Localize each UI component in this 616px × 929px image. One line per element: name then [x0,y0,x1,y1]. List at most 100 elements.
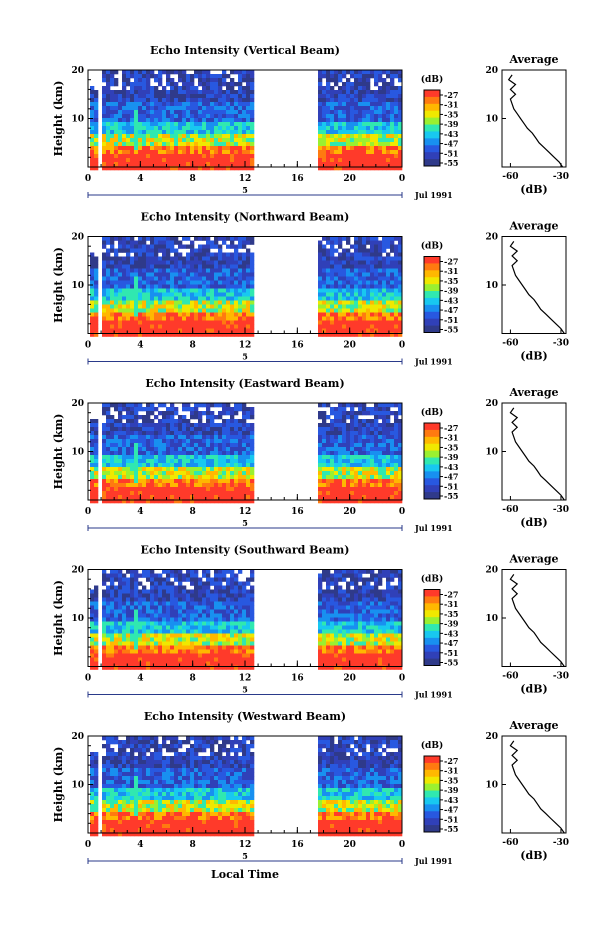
heatmap-cell [146,328,151,333]
heatmap-cell [194,577,199,582]
heatmap-cell [394,106,399,111]
heatmap-cell [382,78,387,83]
heatmap-cell [242,483,247,488]
heatmap-cell [330,86,335,91]
heatmap-cell [210,479,215,484]
heatmap-cell [386,82,391,87]
heatmap-cell [390,423,395,428]
heatmap-cell [90,463,95,468]
heatmap-cell [178,419,183,424]
heatmap-cell [354,324,359,329]
heatmap-cell [246,248,251,253]
heatmap-cell [350,126,355,131]
heatmap-cell [242,276,247,281]
heatmap-cell [222,463,227,468]
heatmap-cell [234,260,239,265]
heatmap-cell [346,154,351,159]
heatmap-cell [130,94,135,99]
heatmap-cell [230,455,235,460]
heatmap-cell [94,272,99,277]
heatmap-cell [162,569,167,574]
heatmap-cell [114,459,119,464]
heatmap-cell [370,324,375,329]
heatmap-cell [378,581,383,586]
heatmap-cell [362,435,367,440]
heatmap-cell [138,459,143,464]
heatmap-cell [218,264,223,269]
heatmap-cell [350,423,355,428]
x-tick-label: 12 [239,174,252,184]
heatmap-cell [94,166,99,171]
heatmap-cell [334,467,339,472]
heatmap-cell [146,447,151,452]
heatmap-cell [346,78,351,83]
heatmap-cell [114,467,119,472]
heatmap-cell [250,328,255,333]
heatmap-cell [142,487,147,492]
heatmap-cell [174,252,179,257]
heatmap-cell [154,316,159,321]
heatmap-cell [234,288,239,293]
heatmap-cell [210,403,215,408]
heatmap-cell [194,467,199,472]
heatmap-cell [138,471,143,476]
heatmap-cell [114,158,119,163]
heatmap-cell [206,288,211,293]
heatmap-cell [122,443,127,448]
heatmap-cell [162,256,167,261]
heatmap-cell [198,427,203,432]
heatmap-cell [374,122,379,127]
heatmap-cell [174,118,179,123]
heatmap-cell [206,106,211,111]
heatmap-cell [366,252,371,257]
heatmap-cell [138,122,143,127]
heatmap-cell [190,320,195,325]
heatmap-cell [190,431,195,436]
heatmap-cell [118,451,123,456]
heatmap-cell [386,118,391,123]
heatmap-cell [118,94,123,99]
heatmap-cell [158,324,163,329]
heatmap-cell [122,126,127,131]
heatmap-cell [222,487,227,492]
heatmap-cell [158,158,163,163]
heatmap-cell [382,455,387,460]
heatmap-cell [122,483,127,488]
heatmap-cell [386,126,391,131]
heatmap-cell [334,573,339,578]
heatmap-cell [190,264,195,269]
heatmap-cell [106,292,111,297]
heatmap-cell [222,138,227,143]
heatmap-cell [138,268,143,273]
heatmap-cell [342,110,347,115]
heatmap-cell [142,276,147,281]
heatmap-cell [218,569,223,574]
heatmap-cell [202,589,207,594]
heatmap-cell [378,308,383,313]
heatmap-cell [110,98,115,103]
y-tick-label: 10 [71,448,84,458]
heatmap-cell [362,70,367,75]
heatmap-cell [150,114,155,119]
heatmap-cell [398,240,403,245]
heatmap-cell [94,256,99,261]
heatmap-cell [94,284,99,289]
heatmap-cell [338,74,343,79]
heatmap-cell [366,459,371,464]
heatmap-cell [154,589,159,594]
heatmap-cell [154,475,159,480]
legend-tick-label: -47 [444,305,458,315]
heatmap-cell [338,423,343,428]
heatmap-cell [182,451,187,456]
heatmap-cell [162,463,167,468]
heatmap-cell [94,90,99,95]
x-tick-label: 0 [85,507,91,517]
avg-y-tick-label: 10 [485,281,498,291]
heatmap-cell [134,114,139,119]
heatmap-cell [222,589,227,594]
heatmap-cell [366,328,371,333]
heatmap-cell [190,90,195,95]
heatmap-cell [390,312,395,317]
heatmap-cell [334,82,339,87]
heatmap-cell [118,130,123,135]
